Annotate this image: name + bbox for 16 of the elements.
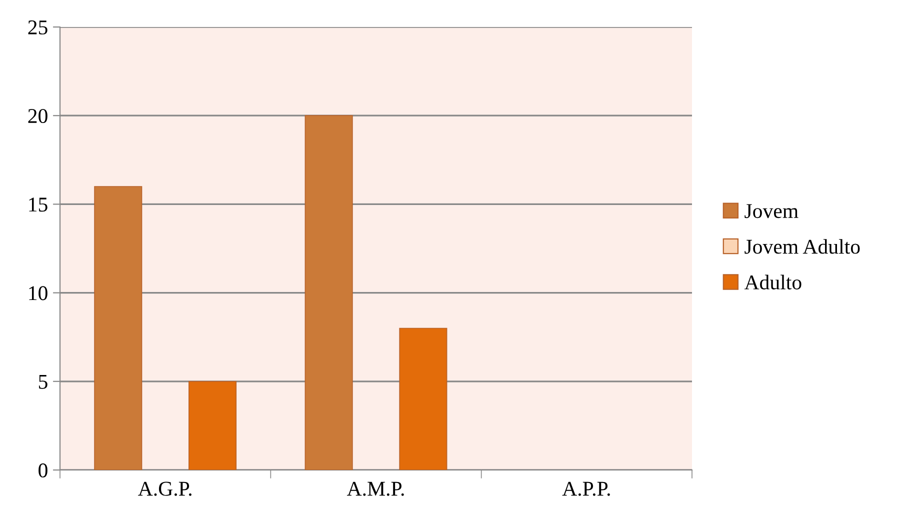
legend-label: Jovem Adulto: [744, 239, 860, 254]
bar: [94, 186, 142, 470]
x-tick-label: A.M.P.: [346, 482, 404, 496]
y-tick-label: 20: [28, 108, 48, 124]
y-tick-label: 25: [28, 20, 48, 34]
y-tick-label: 15: [29, 198, 48, 212]
y-tick-label: 5: [38, 374, 48, 389]
x-tick-label: A.G.P.: [138, 482, 192, 496]
y-tick-label: 0: [38, 463, 48, 478]
x-tick-label: A.P.P.: [562, 482, 610, 496]
legend-label: Jovem: [744, 204, 798, 218]
y-tick-label: 10: [29, 286, 48, 300]
bar: [304, 115, 353, 470]
legend-label: Adulto: [744, 274, 802, 290]
bar: [399, 328, 448, 470]
bar: [188, 380, 237, 470]
